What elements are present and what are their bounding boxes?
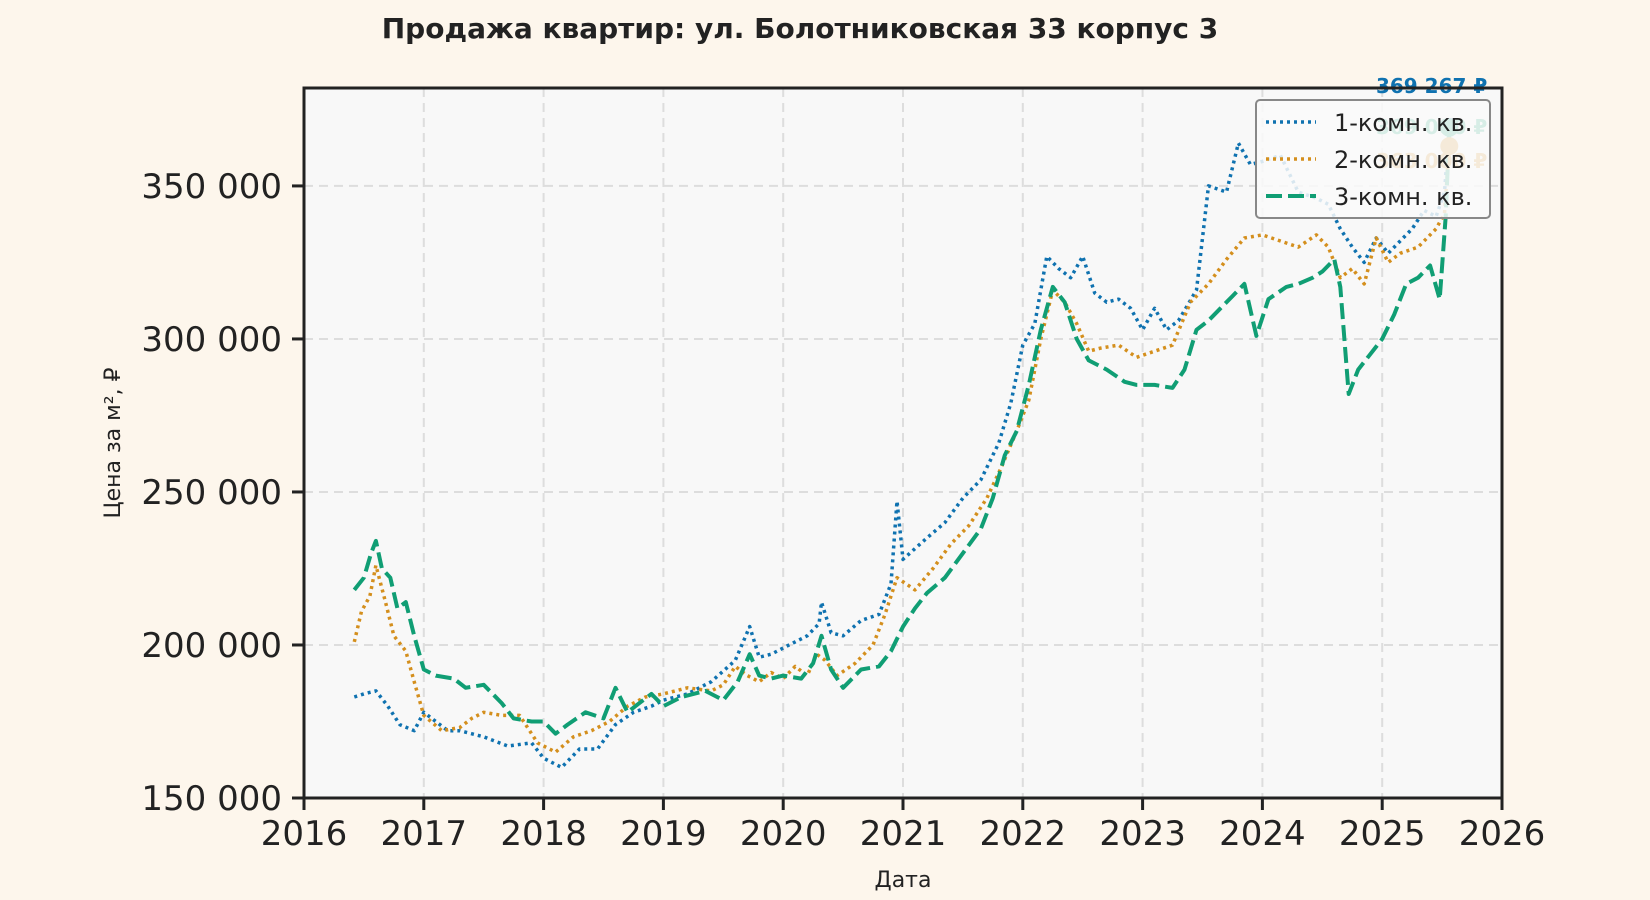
x-axis-ticks: 2016 2017 2018 2019 2020 2021 2022 2023 2024 2025… bbox=[261, 798, 1546, 854]
x-tick-label: 2017 bbox=[381, 814, 468, 854]
x-tick-label: 2026 bbox=[1459, 814, 1546, 854]
x-tick-label: 2024 bbox=[1219, 814, 1306, 854]
legend-label-3: 3-комн. кв. bbox=[1334, 183, 1472, 211]
y-axis-ticks: 150 000 200 000 250 000 300 000 350 000 bbox=[141, 167, 304, 819]
legend: 1-комн. кв. 2-комн. кв. 3-комн. кв. bbox=[1255, 99, 1491, 219]
y-tick-label: 150 000 bbox=[141, 779, 282, 819]
x-tick-label: 2021 bbox=[860, 814, 947, 854]
series-line-2 bbox=[352, 145, 1452, 754]
y-tick-label: 200 000 bbox=[141, 626, 282, 666]
x-tick-label: 2023 bbox=[1099, 814, 1186, 854]
y-axis-label: Цена за м², ₽ bbox=[101, 367, 126, 518]
x-tick-label: 2025 bbox=[1339, 814, 1426, 854]
x-tick-label: 2020 bbox=[740, 814, 827, 854]
series-end-label-1: 369 267 ₽ bbox=[1376, 74, 1487, 98]
x-tick-label: 2019 bbox=[620, 814, 707, 854]
x-tick-label: 2022 bbox=[980, 814, 1067, 854]
legend-label-2: 2-комн. кв. bbox=[1334, 146, 1472, 174]
series-layer bbox=[352, 126, 1452, 770]
y-tick-label: 350 000 bbox=[141, 167, 282, 207]
x-tick-label: 2016 bbox=[261, 814, 348, 854]
series-line-1 bbox=[353, 126, 1452, 770]
series-line-3 bbox=[352, 127, 1452, 736]
chart-title: Продажа квартир: ул. Болотниковская 33 к… bbox=[381, 12, 1219, 45]
legend-box bbox=[1255, 99, 1491, 219]
y-tick-label: 300 000 bbox=[141, 320, 282, 360]
x-tick-label: 2018 bbox=[500, 814, 587, 854]
legend-label-1: 1-комн. кв. bbox=[1334, 109, 1472, 137]
x-axis-label: Дата bbox=[875, 868, 932, 893]
y-tick-label: 250 000 bbox=[141, 473, 282, 513]
